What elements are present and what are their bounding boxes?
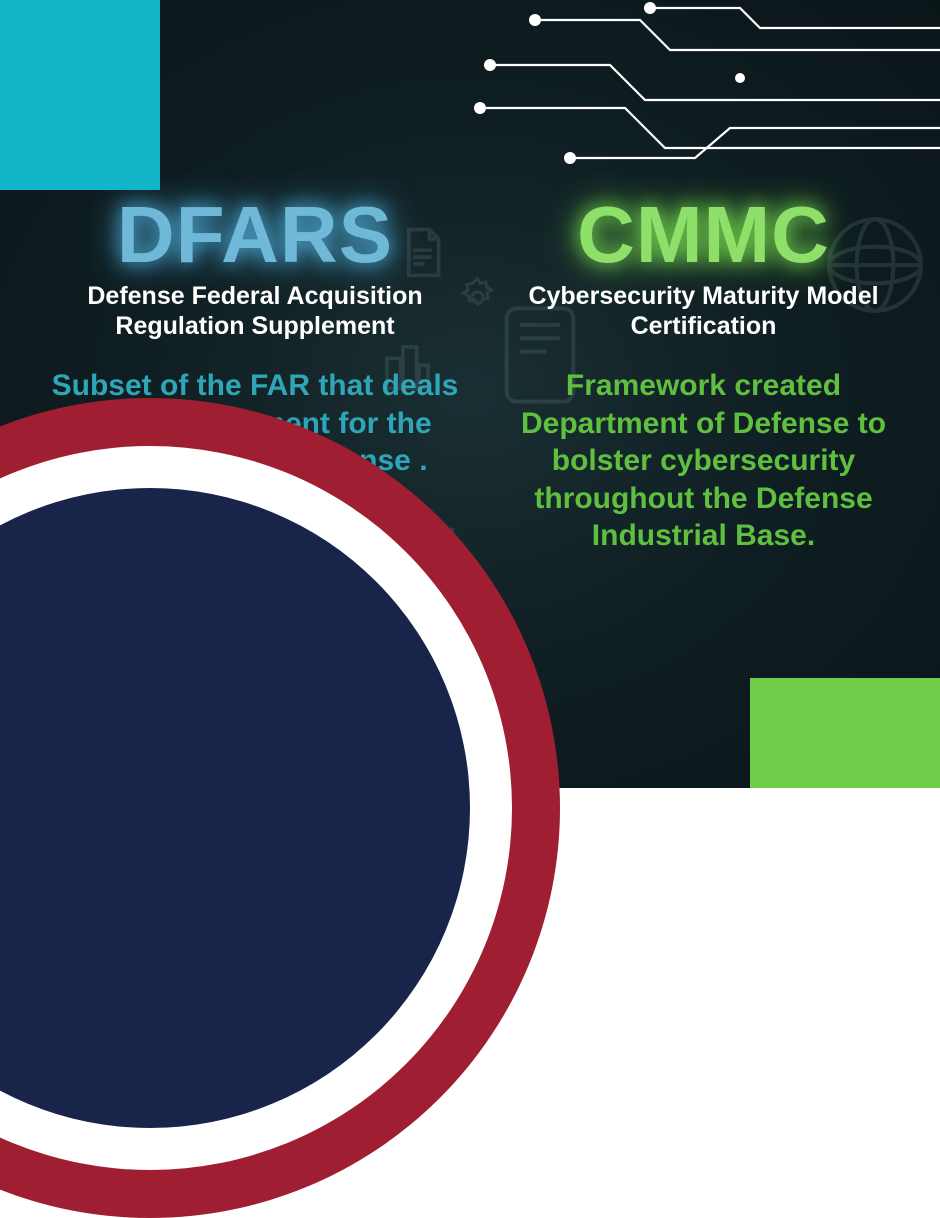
dotgrid-icon: [210, 565, 260, 615]
accent-green-square: [750, 678, 940, 788]
cmmc-fullname: Cybersecurity Maturity Model Certificati…: [506, 281, 901, 341]
arc-navy: [0, 488, 470, 1128]
infographic-canvas: DFARS Defense Federal Acquisition Regula…: [0, 0, 940, 788]
circuit-trace-graphic: [440, 0, 940, 190]
accent-cyan-square: [0, 0, 160, 190]
cart-icon: [90, 555, 145, 610]
cmmc-acronym: CMMC: [506, 195, 901, 275]
barchart-icon: [420, 505, 475, 560]
patriotic-arcs: [0, 398, 560, 1218]
dfars-fullname: Defense Federal Acquisition Regulation S…: [40, 281, 470, 341]
dfars-acronym: DFARS: [40, 195, 470, 275]
cmmc-description: Framework created Department of Defense …: [506, 367, 901, 555]
dfars-column: DFARS Defense Federal Acquisition Regula…: [40, 195, 470, 480]
arc-white: [0, 446, 512, 1170]
arc-red: [0, 398, 560, 1218]
cmmc-column: CMMC Cybersecurity Maturity Model Certif…: [506, 195, 901, 555]
dfars-description: Subset of the FAR that deals with procur…: [40, 367, 470, 480]
